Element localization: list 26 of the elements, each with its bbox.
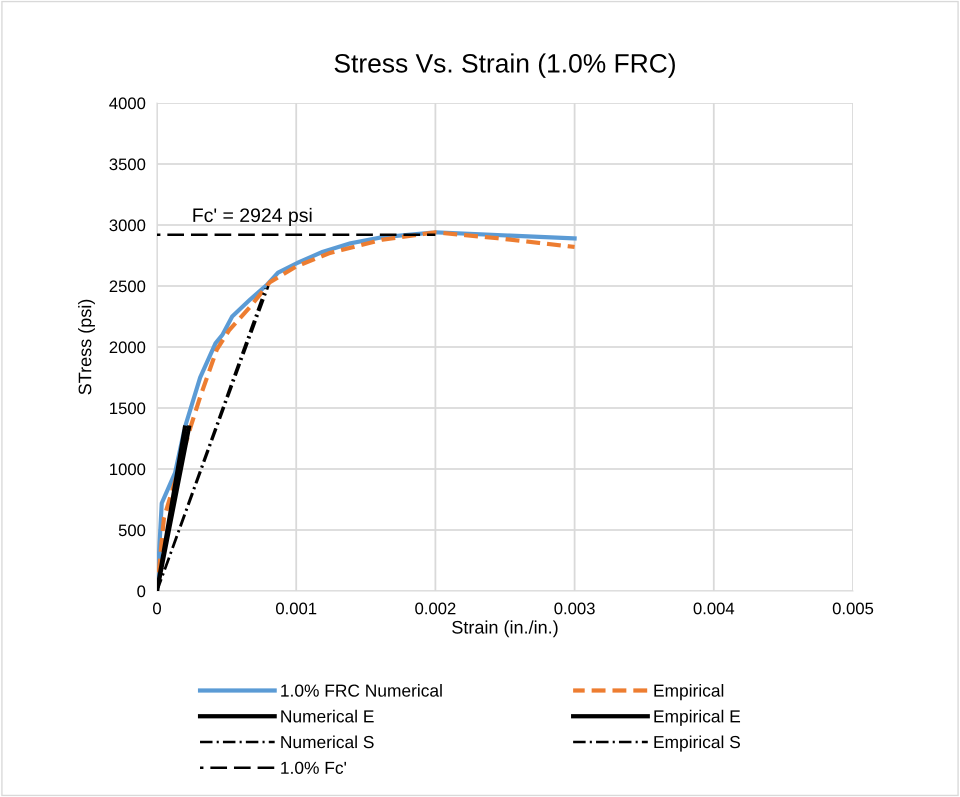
y-tick-label: 1000: [110, 463, 146, 476]
x-tick-label: 0.004: [694, 602, 734, 614]
y-tick-label: 3500: [109, 158, 146, 170]
x-tick-label: 0.001: [276, 602, 316, 614]
y-axis-title: STress (psi): [78, 300, 95, 394]
x-axis-title: Strain (in./in.): [452, 620, 558, 638]
legend-label: 1.0% FRC Numerical: [281, 684, 442, 697]
y-tick-label: 2000: [110, 341, 146, 354]
y-tick-label: 3000: [109, 219, 146, 232]
legend-label: Empirical: [654, 684, 724, 700]
x-tick-label: 0.003: [554, 602, 595, 614]
annotation: Fc' = 2924 psi: [193, 208, 312, 226]
y-tick-label: 1500: [110, 402, 146, 414]
legend-label: Numerical E: [281, 710, 374, 722]
legend-label: 1.0% Fc': [281, 762, 346, 774]
y-tick-label: 500: [118, 524, 146, 536]
legend-label: Numerical S: [281, 735, 374, 748]
legend-label: Empirical E: [654, 710, 740, 726]
x-tick-label: 0: [153, 602, 161, 614]
x-tick-label: 0.005: [832, 602, 874, 614]
y-tick-label: 2500: [110, 280, 146, 292]
x-tick-label: 0.002: [415, 602, 456, 614]
chart-title: Stress Vs. Strain (1.0% FRC): [334, 53, 675, 78]
y-tick-label: 4000: [109, 97, 146, 110]
legend-label: Empirical S: [654, 735, 740, 752]
y-tick-label: 0: [137, 585, 146, 598]
